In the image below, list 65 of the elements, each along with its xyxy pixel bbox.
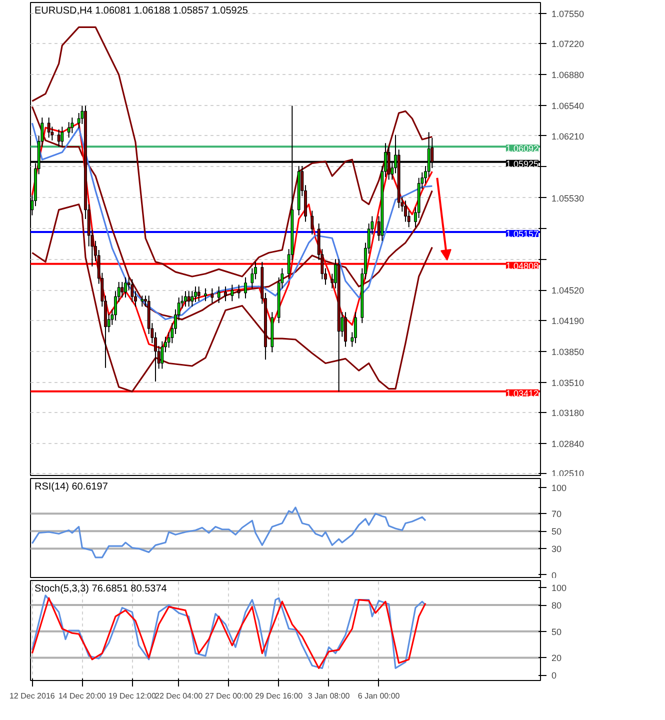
ref-line-label: 1.06092: [506, 144, 539, 154]
y-tick-label: 70: [552, 509, 562, 520]
y-tick-label: 0: [552, 670, 557, 681]
y-tick-label: 50: [552, 626, 562, 637]
line-series: [31, 204, 433, 392]
chart-title: EURUSD,H4 1.06081 1.06188 1.05857 1.05925: [34, 6, 248, 16]
candlestick: [217, 286, 220, 304]
candlestick: [344, 312, 347, 348]
candlestick: [244, 276, 247, 299]
y-tick-label: 1.06880: [552, 70, 584, 80]
ref-line-label: 1.05925: [506, 158, 539, 169]
candlestick: [237, 284, 240, 299]
candlestick: [310, 210, 314, 235]
candlestick: [197, 286, 200, 302]
y-tick-label: 30: [552, 544, 562, 554]
y-tick-label: 1.03850: [552, 346, 584, 357]
chart-title: RSI(14) 60.6197: [34, 482, 108, 492]
candlestick: [57, 128, 60, 148]
y-tick-label: 100: [552, 482, 567, 493]
candlestick: [210, 288, 214, 304]
candlestick: [160, 340, 164, 370]
y-tick-label: 1.04190: [552, 316, 584, 326]
x-tick-label: 19 Dec 12:00: [108, 692, 157, 700]
y-tick-label: 1.07550: [552, 8, 584, 19]
y-tick-label: 100: [552, 583, 567, 594]
x-tick-label: 6 Jan 00:00: [358, 692, 400, 700]
ref-line-label: 1.03412: [506, 388, 539, 398]
x-tick-label: 29 Dec 16:00: [255, 692, 304, 700]
chart-title: Stoch(5,3,3) 76.6851 80.5374: [34, 584, 168, 594]
x-tick-label: 14 Dec 20:00: [58, 692, 107, 700]
candlestick: [354, 312, 357, 344]
y-tick-label: 80: [552, 600, 562, 611]
candlestick: [140, 295, 144, 308]
candlestick: [70, 117, 74, 134]
line-series: [31, 506, 426, 558]
x-tick-label: 12 Dec 2016: [9, 692, 56, 700]
y-tick-label: 1.05530: [552, 193, 584, 204]
y-tick-label: 1.02840: [552, 439, 584, 450]
candlestick: [190, 290, 194, 308]
candlestick: [67, 122, 70, 138]
candlestick: [120, 281, 124, 298]
candlestick: [184, 290, 187, 308]
candlestick: [130, 278, 134, 303]
line-series: [31, 26, 433, 278]
x-tick-label: 22 Dec 04:00: [155, 692, 204, 700]
y-tick-label: 1.07220: [552, 39, 584, 50]
ref-line-label: 1.04808: [506, 260, 539, 271]
candlestick: [204, 288, 207, 302]
y-tick-label: 1.04520: [552, 286, 584, 296]
y-tick-label: 20: [552, 653, 562, 664]
ref-line-label: 1.05157: [506, 229, 539, 240]
y-tick-label: 1.03510: [552, 378, 584, 388]
candlestick: [60, 126, 64, 148]
candlestick: [224, 286, 227, 302]
y-tick-label: 1.06210: [552, 131, 584, 142]
candlestick: [47, 117, 50, 138]
candlestick: [194, 286, 197, 303]
candlestick: [124, 276, 127, 298]
x-tick-label: 27 Dec 00:00: [205, 692, 254, 700]
candlestick: [187, 290, 190, 308]
candlestick: [230, 284, 234, 302]
y-tick-label: 1.03180: [552, 408, 584, 418]
x-tick-label: 3 Jan 08:00: [308, 692, 350, 700]
y-tick-label: 1.06540: [552, 101, 584, 112]
y-tick-label: 50: [552, 526, 562, 537]
